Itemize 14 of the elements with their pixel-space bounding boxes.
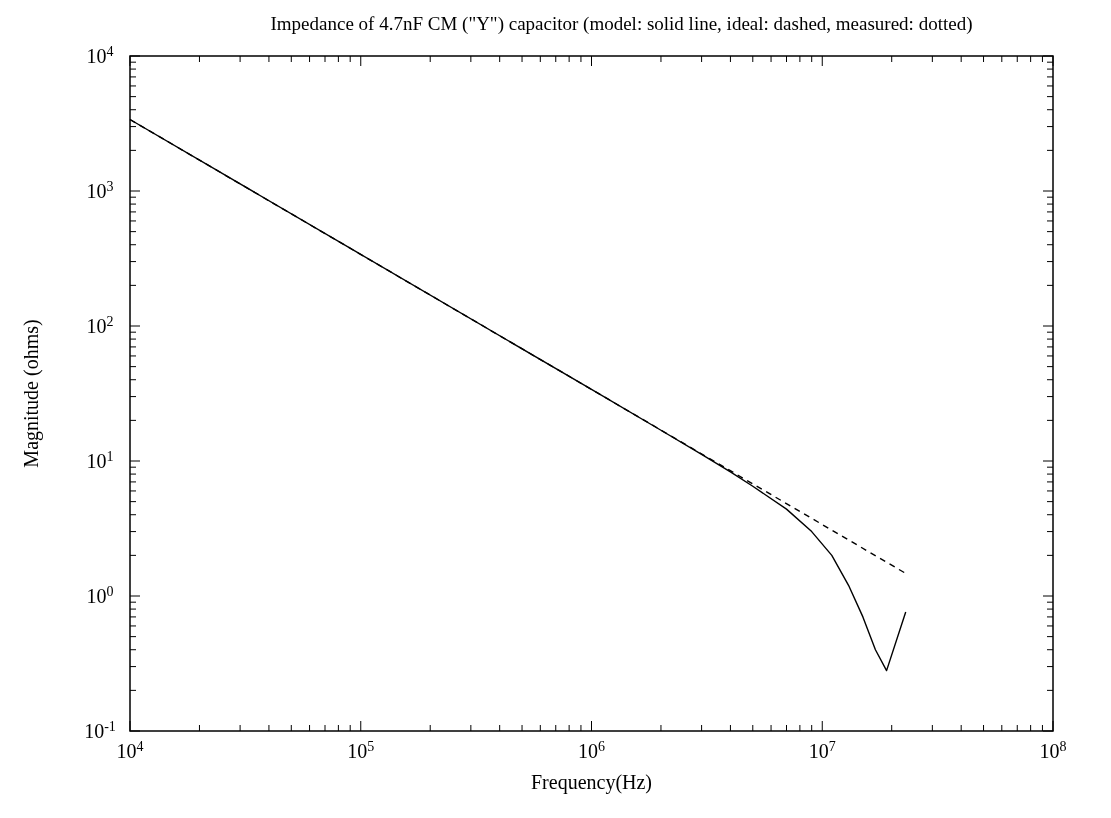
y-tick-label: 10$^{0}$ bbox=[86, 583, 114, 607]
x-tick-label: 10$^{4}$ bbox=[116, 738, 144, 762]
y-tick-label: 10$^{2}$ bbox=[86, 313, 114, 337]
y-tick-label: 10$^{-1}$ bbox=[84, 718, 116, 742]
x-tick-label: 10$^{7}$ bbox=[808, 738, 836, 762]
x-axis-title: Frequency(Hz) bbox=[530, 771, 653, 794]
y-tick-label: 10$^{4}$ bbox=[86, 43, 114, 67]
chart-title: Impedance of 4.7nF CM ("Y") capacitor (model: solid line, ideal: dashed, measured: dotted) bbox=[270, 13, 973, 35]
y-tick-label: 10$^{1}$ bbox=[86, 448, 114, 472]
x-tick-label: 10$^{6}$ bbox=[578, 738, 605, 762]
y-axis-title: Magnitude (ohms) bbox=[20, 319, 43, 468]
x-tick-label: 10$^{8}$ bbox=[1039, 738, 1067, 762]
x-tick-label: 10$^{5}$ bbox=[347, 738, 375, 762]
y-tick-label: 10$^{3}$ bbox=[86, 178, 114, 202]
